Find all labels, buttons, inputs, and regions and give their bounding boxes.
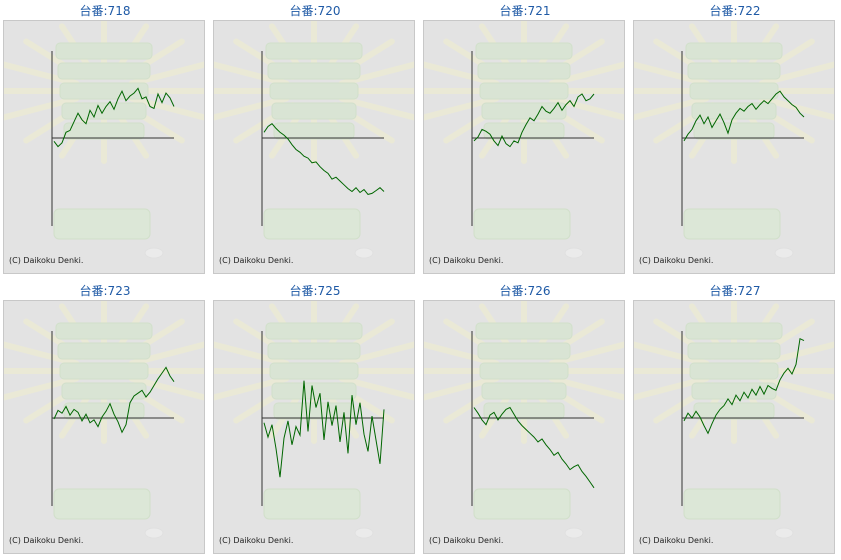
background-illustration [424,301,624,539]
chart-svg [424,21,624,259]
chart-frame: (C) Daikoku Denki. [423,20,625,274]
chart-frame: (C) Daikoku Denki. [3,300,205,554]
background-illustration [214,301,414,539]
copyright-text: (C) Daikoku Denki. [9,256,84,265]
chart-panel: 台番:722 (C) Daikoku Denki. [630,0,840,280]
copyright-text: (C) Daikoku Denki. [9,536,84,545]
chart-title[interactable]: 台番:722 [709,4,761,18]
copyright-text: (C) Daikoku Denki. [429,256,504,265]
chart-title[interactable]: 台番:725 [289,284,341,298]
chart-title[interactable]: 台番:720 [289,4,341,18]
chart-panel: 台番:723 (C) Daikoku Denki. [0,280,210,560]
chart-svg [214,301,414,539]
chart-title[interactable]: 台番:721 [499,4,551,18]
chart-panel: 台番:718 (C) Daikoku Denki. [0,0,210,280]
chart-svg [634,21,834,259]
copyright-text: (C) Daikoku Denki. [429,536,504,545]
chart-frame: (C) Daikoku Denki. [633,20,835,274]
chart-title[interactable]: 台番:718 [79,4,131,18]
background-illustration [634,301,834,539]
data-line [263,123,385,195]
chart-panel: 台番:726 (C) Daikoku Denki. [420,280,630,560]
chart-title[interactable]: 台番:727 [709,284,761,298]
chart-frame: (C) Daikoku Denki. [423,300,625,554]
chart-frame: (C) Daikoku Denki. [213,300,415,554]
chart-title[interactable]: 台番:723 [79,284,131,298]
background-illustration [424,21,624,259]
copyright-text: (C) Daikoku Denki. [219,536,294,545]
chart-title[interactable]: 台番:726 [499,284,551,298]
data-line [683,90,805,142]
chart-frame: (C) Daikoku Denki. [3,20,205,274]
chart-panel: 台番:721 (C) Daikoku Denki. [420,0,630,280]
data-line [473,406,595,489]
data-line [473,93,595,148]
background-illustration [4,301,204,539]
data-line [683,337,805,435]
copyright-text: (C) Daikoku Denki. [639,536,714,545]
chart-svg [424,301,624,539]
chart-svg [634,301,834,539]
copyright-text: (C) Daikoku Denki. [639,256,714,265]
chart-panel: 台番:727 (C) Daikoku Denki. [630,280,840,560]
chart-svg [4,301,204,539]
data-line [263,380,385,478]
chart-svg [214,21,414,259]
background-illustration [634,21,834,259]
chart-panel: 台番:725 (C) Daikoku Denki. [210,280,420,560]
data-line [53,366,175,434]
copyright-text: (C) Daikoku Denki. [219,256,294,265]
data-line [53,87,175,148]
background-illustration [4,21,204,259]
background-illustration [214,21,414,259]
chart-panel: 台番:720 (C) Daikoku Denki. [210,0,420,280]
chart-svg [4,21,204,259]
chart-frame: (C) Daikoku Denki. [633,300,835,554]
chart-frame: (C) Daikoku Denki. [213,20,415,274]
